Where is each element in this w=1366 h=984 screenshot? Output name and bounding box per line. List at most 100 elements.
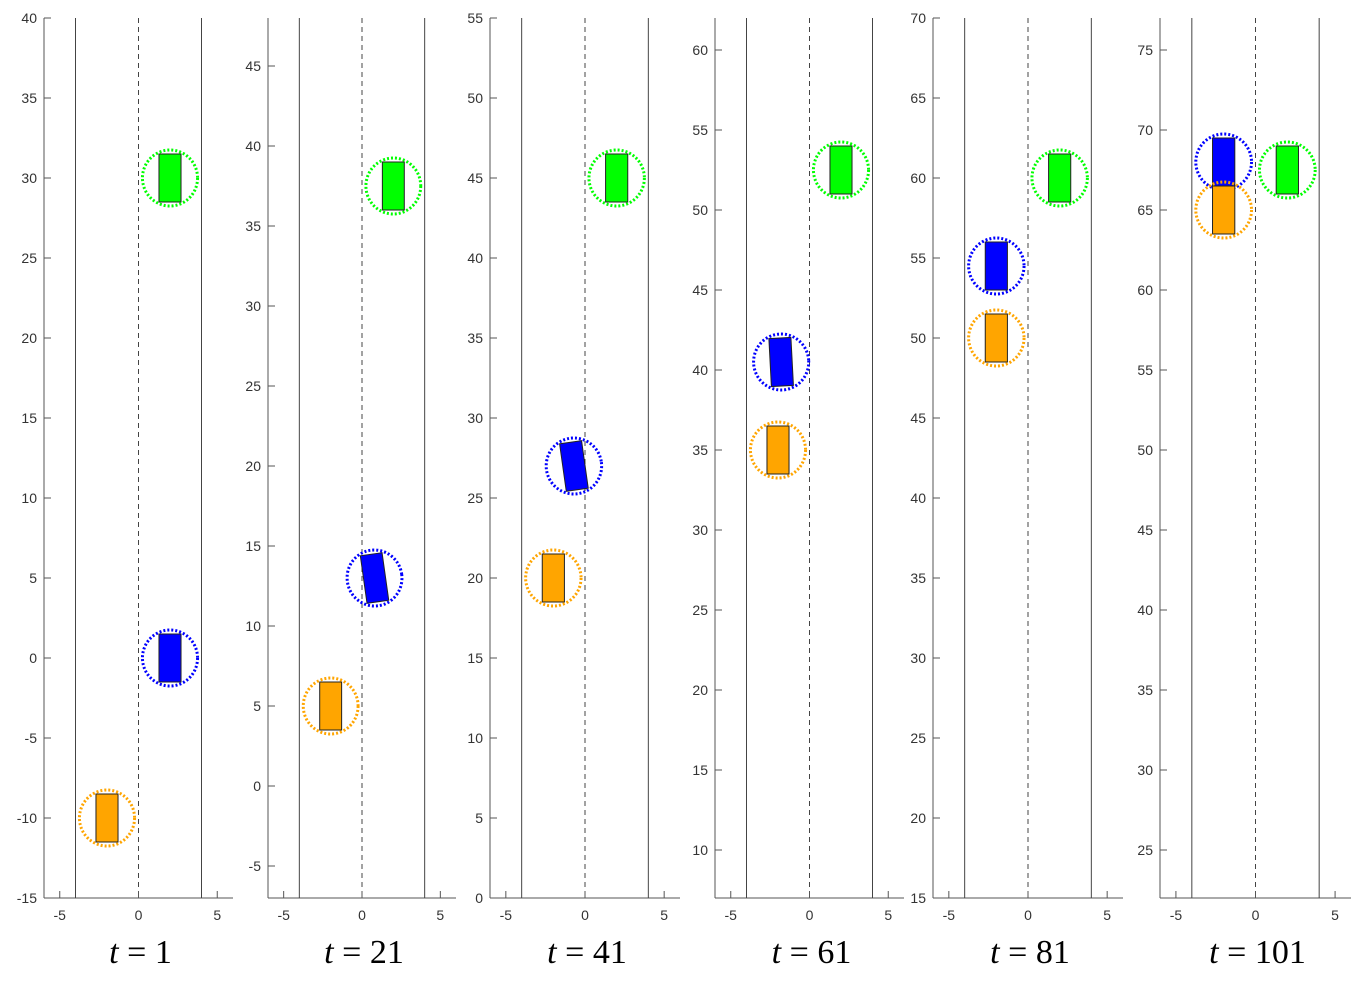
y-tick-label: -5 <box>249 858 262 874</box>
vehicle-marker <box>811 140 871 200</box>
y-tick-label: 0 <box>475 890 483 906</box>
y-tick-label: 40 <box>1137 602 1153 618</box>
x-tick-label: 0 <box>135 907 143 923</box>
vehicle-body <box>1048 153 1072 203</box>
x-tick-label: 0 <box>806 907 814 923</box>
caption-equals: = <box>557 934 593 971</box>
vehicle-safety-ring <box>811 140 871 200</box>
y-tick-label: 40 <box>467 250 483 266</box>
vehicle-body <box>766 425 790 475</box>
y-tick-label: 35 <box>692 442 708 458</box>
y-tick-label: 15 <box>245 538 261 554</box>
y-tick-label: 10 <box>245 618 261 634</box>
y-tick-label: 20 <box>692 682 708 698</box>
vehicle-marker <box>544 436 604 496</box>
vehicle-marker <box>1030 148 1089 208</box>
y-tick-label: 20 <box>467 570 483 586</box>
x-tick-label: 5 <box>660 907 668 923</box>
y-tick-label: 55 <box>692 122 708 138</box>
y-tick-label: 70 <box>1137 122 1153 138</box>
vehicle-marker <box>967 236 1026 296</box>
y-tick-label: 70 <box>910 10 926 26</box>
caption-value: 101 <box>1255 934 1306 971</box>
y-tick-label: 60 <box>692 42 708 58</box>
vehicle-marker <box>345 548 404 608</box>
panel-caption: t = 61 <box>772 934 852 971</box>
y-tick-label: -15 <box>17 890 37 906</box>
vehicle-body <box>1212 137 1236 187</box>
y-tick-label: 35 <box>467 330 483 346</box>
panel-caption: t = 41 <box>547 934 627 971</box>
vehicle-safety-ring <box>77 788 137 848</box>
y-tick-label: 15 <box>21 410 37 426</box>
y-tick-label: 15 <box>692 762 708 778</box>
x-tick-label: -5 <box>500 907 513 923</box>
vehicle-body <box>829 145 853 195</box>
y-tick-label: 30 <box>21 170 37 186</box>
y-tick-label: 30 <box>910 650 926 666</box>
x-tick-label: 0 <box>1252 907 1260 923</box>
y-tick-label: 30 <box>467 410 483 426</box>
panel-t-41: 0 5 10 15 20 25 30 35 40 45 50 55 -5 0 5 t = 41 <box>467 10 680 971</box>
y-tick-label: 45 <box>467 170 483 186</box>
vehicle-marker <box>301 676 360 736</box>
vehicle-body <box>559 440 589 492</box>
y-tick-label: 35 <box>245 218 261 234</box>
x-tick-label: -5 <box>725 907 738 923</box>
caption-equals: = <box>1000 934 1036 971</box>
panel-caption: t = 21 <box>324 934 404 971</box>
caption-variable: t <box>1209 934 1220 971</box>
y-tick-label: 25 <box>1137 842 1153 858</box>
caption-variable: t <box>324 934 335 971</box>
vehicle-safety-ring <box>544 436 604 496</box>
y-tick-label: 55 <box>910 250 926 266</box>
vehicle-marker <box>1194 180 1254 240</box>
vehicle-safety-ring <box>587 148 646 208</box>
y-tick-label: 20 <box>21 330 37 346</box>
vehicle-safety-ring <box>140 148 200 208</box>
vehicle-body <box>158 153 182 203</box>
y-tick-label: 45 <box>245 58 261 74</box>
vehicle-body <box>768 336 794 388</box>
y-tick-label: 25 <box>692 602 708 618</box>
y-tick-label: 30 <box>1137 762 1153 778</box>
y-tick-label: -5 <box>25 730 38 746</box>
y-tick-label: 60 <box>1137 282 1153 298</box>
y-tick-label: 55 <box>467 10 483 26</box>
vehicle-body <box>1212 185 1236 235</box>
vehicle-safety-ring <box>1257 140 1317 200</box>
y-tick-label: 25 <box>21 250 37 266</box>
y-tick-label: 50 <box>1137 442 1153 458</box>
vehicle-safety-ring <box>1194 132 1254 192</box>
vehicle-body <box>158 633 182 683</box>
y-tick-label: 5 <box>29 570 37 586</box>
y-tick-label: 10 <box>692 842 708 858</box>
caption-equals: = <box>119 934 155 971</box>
y-tick-label: 40 <box>910 490 926 506</box>
vehicle-safety-ring <box>524 548 583 608</box>
y-tick-label: 45 <box>1137 522 1153 538</box>
y-tick-label: 30 <box>692 522 708 538</box>
y-tick-label: 65 <box>910 90 926 106</box>
y-tick-label: 0 <box>29 650 37 666</box>
vehicle-body <box>381 161 405 211</box>
vehicle-marker <box>364 156 423 216</box>
y-tick-label: 75 <box>1137 42 1153 58</box>
y-tick-label: 35 <box>21 90 37 106</box>
y-tick-label: 25 <box>245 378 261 394</box>
y-tick-label: 40 <box>21 10 37 26</box>
x-tick-label: -5 <box>54 907 67 923</box>
caption-variable: t <box>772 934 783 971</box>
vehicle-body <box>359 552 390 604</box>
y-tick-label: 15 <box>467 650 483 666</box>
vehicle-marker <box>587 148 646 208</box>
x-tick-label: 0 <box>358 907 366 923</box>
y-tick-label: 65 <box>1137 202 1153 218</box>
y-tick-label: 0 <box>253 778 261 794</box>
y-tick-label: 45 <box>910 410 926 426</box>
vehicle-safety-ring <box>301 676 360 736</box>
vehicle-marker <box>77 788 137 848</box>
x-tick-label: 0 <box>581 907 589 923</box>
vehicle-safety-ring <box>345 548 404 608</box>
